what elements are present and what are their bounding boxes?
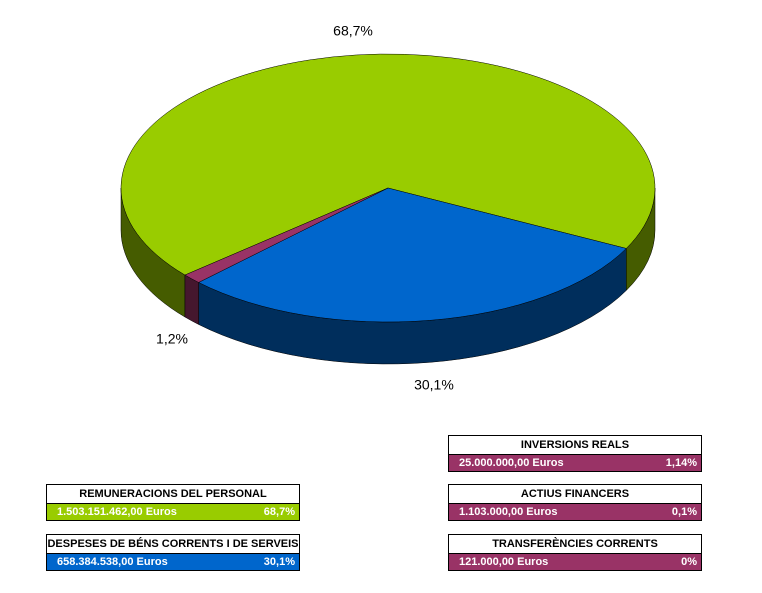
- legend-percent: 30,1%: [263, 556, 295, 568]
- legend-value-row: 25.000.000,00 Euros 1,14%: [448, 455, 702, 472]
- legend-percent: 1,14%: [665, 457, 697, 469]
- legend-title: TRANSFERÈNCIES CORRENTS: [448, 534, 702, 554]
- legend-amount: 121.000,00 Euros: [459, 556, 549, 568]
- slice-side: [184, 274, 199, 325]
- legend-amount: 658.384.538,00 Euros: [57, 556, 168, 568]
- legend-title: DESPESES DE BÉNS CORRENTS I DE SERVEIS: [46, 534, 300, 554]
- legend-amount: 1.503.151.462,00 Euros: [57, 506, 177, 518]
- legend-box: INVERSIONS REALS 25.000.000,00 Euros 1,14%: [448, 435, 702, 472]
- legend-value-row: 1.503.151.462,00 Euros 68,7%: [46, 504, 300, 521]
- legend-amount: 25.000.000,00 Euros: [459, 457, 564, 469]
- legend-percent: 0,1%: [671, 506, 697, 518]
- data-label: 68,7%: [333, 22, 373, 38]
- legend-value-row: 1.103.000,00 Euros 0,1%: [448, 504, 702, 521]
- legend-title: ACTIUS FINANCERS: [448, 484, 702, 504]
- data-label: 30,1%: [414, 376, 454, 392]
- slice: [184, 187, 389, 283]
- pie-chart: 68,7% 30,1% 1,2%: [120, 22, 656, 392]
- legend-box: TRANSFERÈNCIES CORRENTS 121.000,00 Euros 0…: [448, 534, 702, 571]
- legend-box: REMUNERACIONS DEL PERSONAL 1.503.151.462,…: [46, 484, 300, 521]
- legend-percent: 68,7%: [263, 506, 295, 518]
- legend-title: INVERSIONS REALS: [448, 435, 702, 455]
- legend-title: REMUNERACIONS DEL PERSONAL: [46, 484, 300, 504]
- legend-value-row: 121.000,00 Euros 0%: [448, 554, 702, 571]
- slice: [198, 187, 627, 323]
- data-label: 1,2%: [156, 331, 188, 347]
- legend-percent: 0%: [681, 556, 697, 568]
- legend-box: ACTIUS FINANCERS 1.103.000,00 Euros 0,1%: [448, 484, 702, 521]
- legend-amount: 1.103.000,00 Euros: [459, 506, 558, 518]
- slice: [120, 53, 656, 276]
- legend-value-row: 658.384.538,00 Euros 30,1%: [46, 554, 300, 571]
- legend-box: DESPESES DE BÉNS CORRENTS I DE SERVEIS 65…: [46, 534, 300, 571]
